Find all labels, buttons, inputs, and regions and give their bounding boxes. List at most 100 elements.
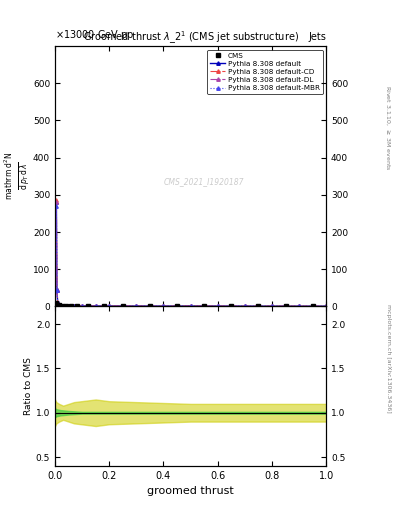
Pythia 8.308 default — [324, 303, 329, 309]
Line: Pythia 8.308 default-CD: Pythia 8.308 default-CD — [54, 199, 328, 308]
Pythia 8.308 default-DL — [55, 301, 60, 307]
Pythia 8.308 default-DL — [94, 303, 98, 309]
Pythia 8.308 default-CD — [55, 301, 60, 307]
Pythia 8.308 default-CD — [94, 303, 98, 309]
Pythia 8.308 default-MBR — [58, 302, 63, 308]
Pythia 8.308 default — [270, 303, 274, 309]
Pythia 8.308 default-MBR — [161, 303, 166, 309]
Pythia 8.308 default-CD — [55, 287, 59, 293]
Text: mcplots.cern.ch [arXiv:1306.3436]: mcplots.cern.ch [arXiv:1306.3436] — [386, 304, 391, 413]
CMS — [57, 303, 61, 309]
Pythia 8.308 default — [134, 303, 139, 309]
Pythia 8.308 default-DL — [297, 303, 301, 309]
Pythia 8.308 default-CD — [61, 303, 66, 309]
CMS — [202, 303, 207, 309]
Line: Pythia 8.308 default-DL: Pythia 8.308 default-DL — [54, 200, 328, 308]
Pythia 8.308 default-DL — [242, 303, 247, 309]
CMS — [69, 303, 73, 309]
Pythia 8.308 default — [58, 302, 63, 308]
Y-axis label: Ratio to CMS: Ratio to CMS — [24, 357, 33, 415]
Y-axis label: mathrm d$^2$N
$\overline{\mathrm{d}\,p_T\,\mathrm{d}\,\lambda}$: mathrm d$^2$N $\overline{\mathrm{d}\,p_T… — [3, 152, 31, 201]
Pythia 8.308 default-CD — [66, 303, 71, 309]
Pythia 8.308 default-MBR — [72, 303, 76, 309]
Pythia 8.308 default — [53, 287, 58, 293]
CMS — [310, 303, 315, 309]
Line: Pythia 8.308 default-MBR: Pythia 8.308 default-MBR — [54, 204, 328, 308]
Pythia 8.308 default-CD — [188, 303, 193, 309]
Pythia 8.308 default-DL — [55, 287, 59, 293]
Pythia 8.308 default-MBR — [324, 303, 329, 309]
Pythia 8.308 default-DL — [54, 199, 59, 205]
Pythia 8.308 default-MBR — [55, 301, 60, 307]
CMS — [283, 303, 288, 309]
CMS — [101, 303, 106, 309]
CMS — [256, 303, 261, 309]
Line: Pythia 8.308 default: Pythia 8.308 default — [54, 201, 328, 308]
Pythia 8.308 default-CD — [107, 303, 112, 309]
Pythia 8.308 default-MBR — [270, 303, 274, 309]
CMS — [53, 301, 58, 307]
Pythia 8.308 default-CD — [57, 302, 61, 308]
Text: CMS_2021_I1920187: CMS_2021_I1920187 — [164, 177, 244, 186]
Pythia 8.308 default-MBR — [80, 303, 84, 309]
Pythia 8.308 default-DL — [107, 303, 112, 309]
Pythia 8.308 default-CD — [242, 303, 247, 309]
Pythia 8.308 default — [66, 303, 71, 309]
CMS — [229, 303, 234, 309]
Title: Groomed thrust $\lambda\_2^1$ (CMS jet substructure): Groomed thrust $\lambda\_2^1$ (CMS jet s… — [83, 30, 299, 46]
Pythia 8.308 default-MBR — [66, 303, 71, 309]
Pythia 8.308 default — [297, 303, 301, 309]
Pythia 8.308 default-CD — [58, 302, 63, 308]
Pythia 8.308 default-MBR — [53, 287, 58, 293]
Pythia 8.308 default-MBR — [297, 303, 301, 309]
Pythia 8.308 default-CD — [215, 303, 220, 309]
Pythia 8.308 default-DL — [58, 302, 63, 308]
Text: Jets: Jets — [309, 32, 326, 42]
Pythia 8.308 default — [55, 301, 60, 307]
Pythia 8.308 default-MBR — [57, 302, 61, 308]
Pythia 8.308 default — [188, 303, 193, 309]
Pythia 8.308 default — [242, 303, 247, 309]
Legend: CMS, Pythia 8.308 default, Pythia 8.308 default-CD, Pythia 8.308 default-DL, Pyt: CMS, Pythia 8.308 default, Pythia 8.308 … — [208, 50, 323, 94]
CMS — [85, 303, 90, 309]
Pythia 8.308 default-MBR — [215, 303, 220, 309]
CMS — [148, 303, 152, 309]
Pythia 8.308 default-DL — [57, 302, 61, 308]
Pythia 8.308 default-CD — [270, 303, 274, 309]
Pythia 8.308 default-DL — [215, 303, 220, 309]
Pythia 8.308 default-CD — [72, 303, 76, 309]
Text: $\times$13000 GeV pp: $\times$13000 GeV pp — [55, 28, 134, 42]
X-axis label: groomed thrust: groomed thrust — [147, 486, 234, 496]
Pythia 8.308 default-MBR — [55, 287, 59, 293]
Pythia 8.308 default-CD — [161, 303, 166, 309]
Pythia 8.308 default-DL — [66, 303, 71, 309]
Pythia 8.308 default-DL — [270, 303, 274, 309]
Pythia 8.308 default — [72, 303, 76, 309]
Pythia 8.308 default-DL — [161, 303, 166, 309]
Pythia 8.308 default-DL — [80, 303, 84, 309]
Pythia 8.308 default — [161, 303, 166, 309]
Line: CMS: CMS — [53, 301, 315, 309]
Pythia 8.308 default-MBR — [242, 303, 247, 309]
Pythia 8.308 default-DL — [324, 303, 329, 309]
Pythia 8.308 default-MBR — [61, 303, 66, 309]
Pythia 8.308 default-MBR — [188, 303, 193, 309]
Pythia 8.308 default-CD — [134, 303, 139, 309]
Pythia 8.308 default-MBR — [94, 303, 98, 309]
Pythia 8.308 default-CD — [297, 303, 301, 309]
Pythia 8.308 default — [57, 302, 61, 308]
CMS — [55, 302, 60, 308]
Pythia 8.308 default-DL — [134, 303, 139, 309]
Pythia 8.308 default — [94, 303, 98, 309]
Pythia 8.308 default — [55, 287, 59, 293]
Pythia 8.308 default-MBR — [107, 303, 112, 309]
Pythia 8.308 default-CD — [324, 303, 329, 309]
Pythia 8.308 default-DL — [72, 303, 76, 309]
Pythia 8.308 default — [215, 303, 220, 309]
Pythia 8.308 default — [54, 199, 59, 205]
Pythia 8.308 default-DL — [188, 303, 193, 309]
Text: Rivet 3.1.10, $\geq$ 3M events: Rivet 3.1.10, $\geq$ 3M events — [384, 85, 391, 171]
CMS — [64, 303, 68, 309]
Pythia 8.308 default — [107, 303, 112, 309]
Pythia 8.308 default-DL — [61, 303, 66, 309]
